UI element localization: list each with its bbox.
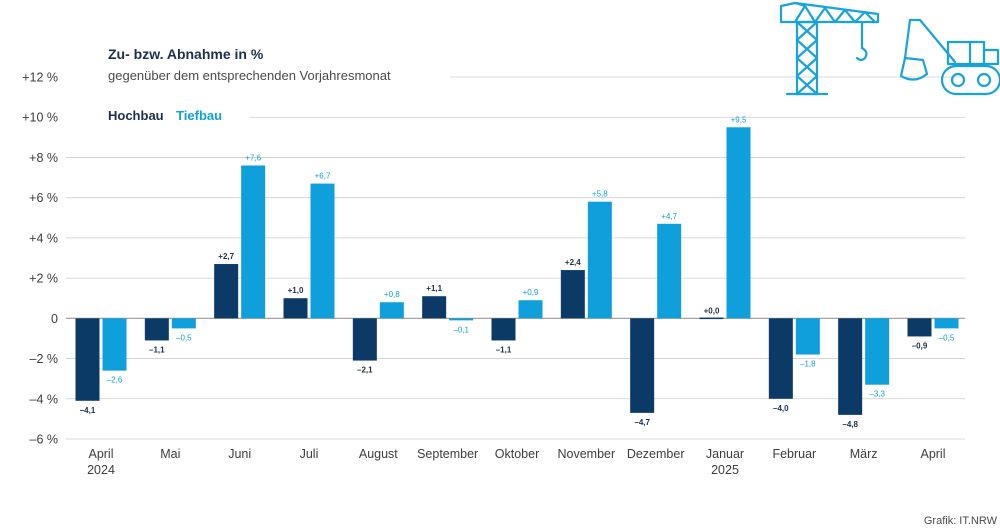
x-tick-year: 2024 <box>87 463 115 477</box>
data-label-tiefbau: +4,7 <box>661 212 677 221</box>
data-label-hochbau: +1,0 <box>288 286 304 295</box>
bar-hochbau <box>214 264 239 319</box>
bar-hochbau <box>699 317 724 320</box>
data-label-tiefbau: –0,5 <box>176 333 192 342</box>
legend-hochbau: Hochbau <box>108 108 164 123</box>
data-label-tiefbau: +6,7 <box>315 172 331 181</box>
data-label-hochbau: +1,1 <box>426 284 442 293</box>
data-label-hochbau: –4,7 <box>634 418 650 427</box>
x-tick-label: August <box>359 447 398 461</box>
bar-tiefbau <box>795 318 820 355</box>
y-tick-label: –6 % <box>30 433 59 447</box>
bar-hochbau <box>838 318 863 415</box>
data-label-tiefbau: –3,3 <box>869 390 885 399</box>
data-label-hochbau: –4,8 <box>842 420 858 429</box>
data-label-hochbau: –4,0 <box>773 404 789 413</box>
legend-tiefbau: Tiefbau <box>176 108 222 123</box>
bar-tiefbau <box>310 183 335 319</box>
x-tick-label: Oktober <box>495 447 539 461</box>
bar-tiefbau <box>657 223 682 319</box>
data-label-tiefbau: –2,6 <box>107 376 123 385</box>
data-label-hochbau: –0,9 <box>912 341 928 350</box>
y-axis-ticks: +12 % +10 % +8 % +6 % +4 % +2 % 0 –2 % –4 % –6 % <box>22 71 58 447</box>
data-label-hochbau: –1,1 <box>149 345 165 354</box>
x-tick-label: Mai <box>160 447 180 461</box>
y-tick-label: +8 % <box>29 151 58 165</box>
x-tick-label: April <box>88 447 113 461</box>
data-labels: –4,1 –2,6 –1,1 –0,5 +2,7 +7,6 +1,0 +6,7 –2,1 +0,8… <box>80 115 955 429</box>
chart-title: Zu- bzw. Abnahme in % <box>108 46 264 62</box>
legend: Hochbau Tiefbau <box>108 107 222 124</box>
bar-tiefbau <box>726 127 751 319</box>
bar-hochbau <box>768 318 793 399</box>
x-tick-label: Januar <box>706 447 744 461</box>
tower-crane-icon <box>779 1 880 96</box>
bar-tiefbau <box>865 318 890 385</box>
excavator-icon <box>899 18 1000 96</box>
x-tick-label: Februar <box>772 447 816 461</box>
data-label-tiefbau: +7,6 <box>245 153 261 162</box>
chart-subtitle: gegenüber dem entsprechenden Vorjahresmo… <box>108 68 391 83</box>
bar-tiefbau <box>518 300 543 319</box>
x-tick-label: März <box>850 447 878 461</box>
bar-tiefbau <box>379 302 404 319</box>
data-label-tiefbau: –0,1 <box>453 325 469 334</box>
bar-hochbau <box>75 318 100 401</box>
data-label-hochbau: +2,7 <box>218 252 234 261</box>
x-tick-label: September <box>417 447 478 461</box>
bar-hochbau <box>630 318 655 413</box>
data-label-hochbau: –4,1 <box>80 406 96 415</box>
bar-hochbau <box>907 318 932 337</box>
x-tick-label: Juni <box>228 447 251 461</box>
y-tick-label: +2 % <box>29 272 58 286</box>
y-tick-label: +6 % <box>29 191 58 205</box>
data-label-tiefbau: +9,5 <box>731 115 747 124</box>
y-tick-label: +12 % <box>22 71 58 85</box>
y-tick-label: 0 <box>51 312 58 326</box>
bar-tiefbau <box>934 318 959 329</box>
data-label-hochbau: +2,4 <box>565 258 581 267</box>
x-tick-label: Juli <box>300 447 319 461</box>
bar-tiefbau <box>241 165 266 319</box>
data-label-tiefbau: +0,9 <box>523 288 539 297</box>
data-label-tiefbau: –1,8 <box>800 360 816 369</box>
y-tick-label: –4 % <box>30 392 59 406</box>
bar-hochbau <box>144 318 169 341</box>
y-tick-label: +10 % <box>22 111 58 125</box>
bar-tiefbau <box>171 318 196 329</box>
credit: Grafik: IT.NRW <box>924 515 998 527</box>
x-tick-label: Dezember <box>627 447 685 461</box>
bars <box>75 127 959 415</box>
x-tick-label: November <box>557 447 615 461</box>
bar-hochbau <box>422 296 447 319</box>
bar-tiefbau <box>587 201 612 319</box>
data-label-hochbau: +0,0 <box>704 306 720 315</box>
bar-hochbau <box>283 298 308 319</box>
data-label-tiefbau: +5,8 <box>592 190 608 199</box>
bar-tiefbau <box>449 318 474 321</box>
data-label-hochbau: –2,1 <box>357 366 373 375</box>
gridlines <box>66 76 965 440</box>
bar-hochbau <box>491 318 516 341</box>
x-axis-ticks: April 2024 Mai Juni Juli August September Oktob… <box>87 447 945 477</box>
bar-hochbau <box>560 270 585 319</box>
bar-tiefbau <box>102 318 127 371</box>
data-label-tiefbau: +0,8 <box>384 290 400 299</box>
x-tick-label: April <box>920 447 945 461</box>
y-tick-label: –2 % <box>30 352 59 366</box>
data-label-tiefbau: –0,5 <box>939 333 955 342</box>
y-tick-label: +4 % <box>29 231 58 245</box>
x-tick-year: 2025 <box>711 463 739 477</box>
bar-hochbau <box>352 318 377 361</box>
data-label-hochbau: –1,1 <box>496 345 512 354</box>
